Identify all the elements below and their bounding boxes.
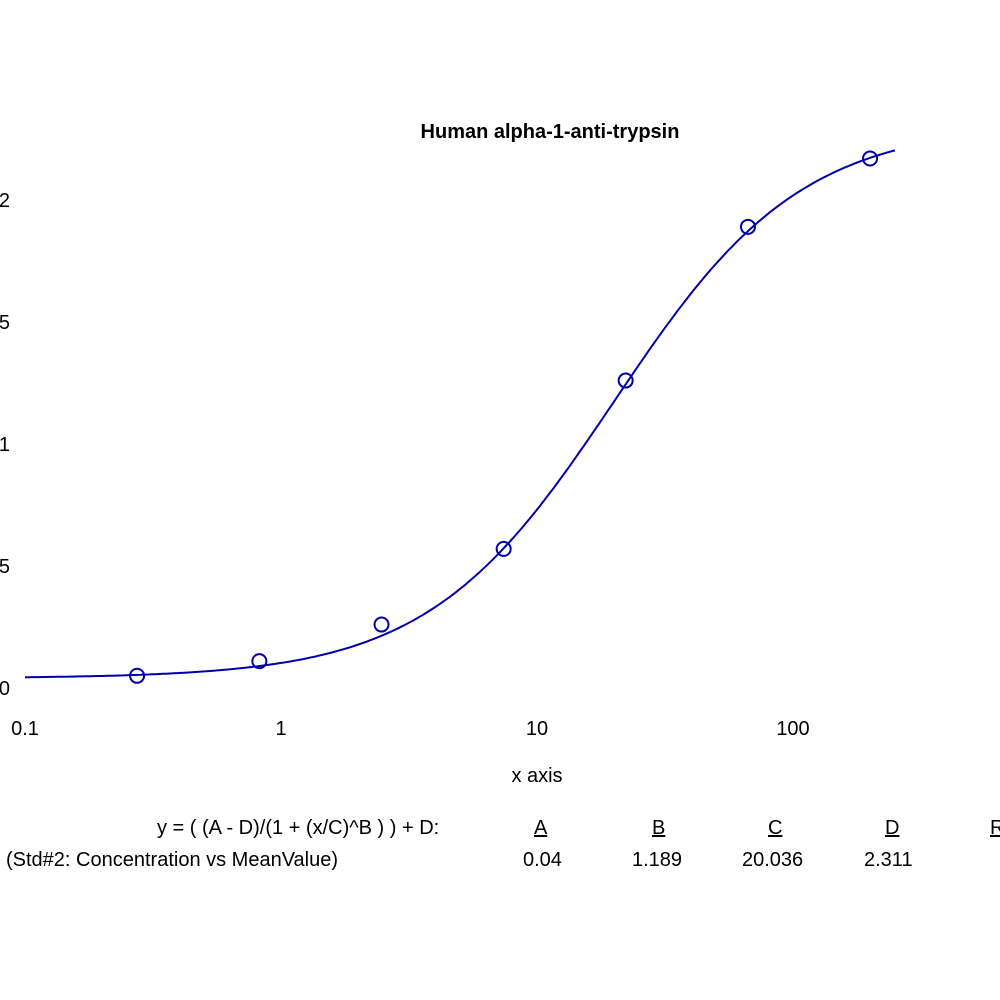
x-tick-label: 10	[526, 718, 548, 740]
x-axis-ticks: 0.1 1 10 100	[11, 718, 810, 740]
data-point	[495, 540, 512, 557]
y-tick-label: 1	[0, 434, 10, 456]
y-tick-label: 2	[0, 190, 10, 212]
data-point	[251, 653, 268, 670]
x-axis-label: x axis	[511, 765, 562, 787]
param-r-header: R	[990, 817, 1000, 839]
param-c-value: 20.036	[742, 849, 804, 871]
data-point	[739, 218, 756, 235]
x-tick-label: 1	[275, 718, 286, 740]
chart-title: Human alpha-1-anti-trypsin	[421, 121, 680, 143]
param-b-value: 1.189	[632, 849, 683, 871]
y-tick-label: 5	[0, 312, 10, 334]
y-axis-ticks: 0 5 1 5 2	[0, 190, 10, 700]
data-point	[617, 372, 634, 389]
param-a-value: 0.04	[523, 849, 562, 871]
y-tick-label: 5	[0, 556, 10, 578]
param-d-header: D	[885, 817, 900, 839]
param-c-header: C	[768, 817, 783, 839]
y-tick-label: 0	[0, 678, 10, 700]
data-point	[862, 150, 879, 167]
x-tick-label: 0.1	[11, 718, 39, 740]
fit-equation: y = ( (A - D)/(1 + (x/C)^B ) ) + D:	[157, 817, 440, 839]
data-points	[129, 150, 879, 684]
data-point	[373, 616, 390, 633]
param-b-header: B	[652, 817, 666, 839]
param-a-header: A	[534, 817, 548, 839]
param-d-value: 2.311	[864, 849, 913, 871]
fit-curve	[25, 149, 896, 679]
data-point	[129, 667, 146, 684]
x-tick-label: 100	[776, 718, 809, 740]
fit-description: (Std#2: Concentration vs MeanValue)	[6, 849, 339, 871]
